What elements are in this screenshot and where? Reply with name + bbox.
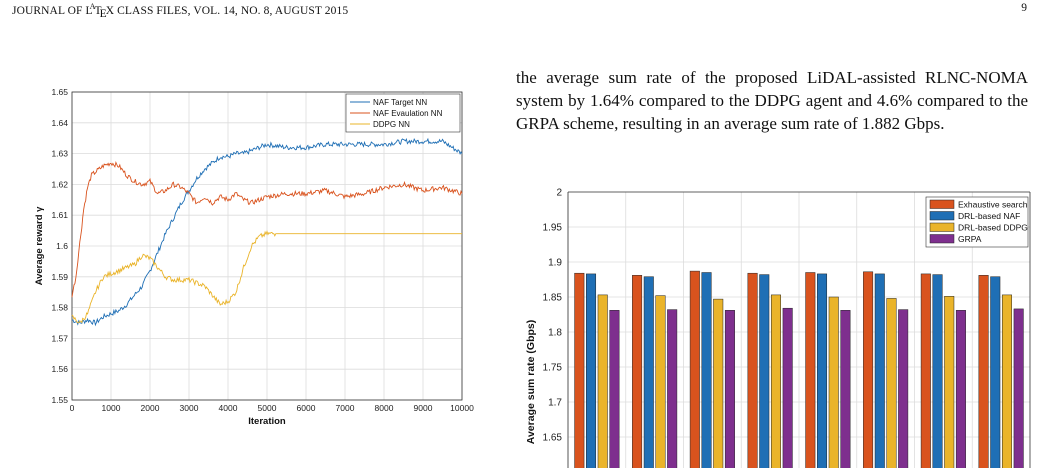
y-tick-label: 1.9	[548, 258, 562, 269]
x-tick-label: 8000	[375, 403, 394, 413]
bar	[875, 274, 885, 468]
bar	[829, 297, 839, 468]
x-axis-label: Iteration	[248, 416, 286, 427]
y-tick-label: 1.58	[51, 303, 68, 313]
y-tick-label: 1.55	[51, 395, 68, 405]
body-paragraph: the average sum rate of the proposed LiD…	[516, 66, 1028, 135]
y-tick-label: 1.65	[543, 433, 563, 444]
y-tick-label: 1.65	[51, 88, 68, 97]
y-tick-label: 2	[556, 188, 562, 199]
y-tick-label: 1.63	[51, 149, 68, 159]
bar	[921, 274, 931, 468]
bar	[713, 299, 723, 468]
x-tick-label: 7000	[336, 403, 355, 413]
y-tick-label: 1.62	[51, 179, 68, 189]
legend-label: NAF Target NN	[373, 98, 427, 107]
legend-label: GRPA	[958, 234, 982, 244]
y-tick-label: 1.75	[543, 363, 563, 374]
x-tick-label: 0	[70, 403, 75, 413]
bar	[979, 275, 989, 468]
bar	[610, 310, 620, 468]
reward-line-chart: 0 1000 2000 3000 4000 5000 6000 7000 8000 9000 100…	[10, 88, 510, 428]
y-tick-label: 1.56	[51, 364, 68, 374]
bar	[933, 275, 943, 468]
x-tick-label: 6000	[297, 403, 316, 413]
legend-swatch	[930, 212, 954, 221]
bar	[1002, 295, 1012, 468]
legend-swatch	[930, 235, 954, 244]
legend-label: DRL-based NAF	[958, 211, 1020, 221]
y-tick-label: 1.6	[56, 241, 68, 251]
y-axis-label: Average sum rate (Gbps)	[525, 320, 537, 444]
bar	[863, 272, 873, 468]
x-tick-label: 2000	[141, 403, 160, 413]
bar	[760, 275, 770, 468]
line-chart-grid	[72, 92, 462, 400]
latex-logo: LATEX	[86, 5, 115, 17]
y-tick-label: 1.64	[51, 118, 68, 128]
y-tick-label: 1.95	[543, 223, 563, 234]
bar	[817, 274, 827, 468]
journal-prefix: JOURNAL OF	[12, 5, 86, 17]
bar	[944, 296, 954, 468]
bar	[575, 273, 585, 468]
legend-label: NAF Evaulation NN	[373, 109, 443, 118]
bar	[667, 310, 677, 468]
bar	[748, 273, 758, 468]
y-tick-label: 1.59	[51, 272, 68, 282]
bar	[841, 310, 851, 468]
line-chart-legend: NAF Target NN NAF Evaulation NN DDPG NN	[346, 94, 460, 132]
legend-label: DRL-based DDPG	[958, 223, 1028, 233]
bar	[1014, 309, 1024, 468]
running-header: JOURNAL OF LATEX CLASS FILES, VOL. 14, N…	[12, 2, 348, 20]
bar	[898, 310, 908, 468]
journal-suffix: CLASS FILES, VOL. 14, NO. 8, AUGUST 2015	[114, 5, 348, 17]
x-tick-label: 5000	[258, 403, 277, 413]
y-tick-label: 1.7	[548, 398, 562, 409]
page-number: 9	[1021, 2, 1027, 14]
x-tick-label: 9000	[414, 403, 433, 413]
y-tick-label: 1.57	[51, 333, 68, 343]
legend-swatch	[930, 200, 954, 209]
bar	[887, 298, 897, 468]
bar	[690, 271, 700, 468]
legend-label: DDPG NN	[373, 120, 410, 129]
y-tick-label: 1.61	[51, 210, 68, 220]
bar	[725, 310, 735, 468]
legend-label: Exhaustive search	[958, 200, 1028, 210]
bar	[598, 295, 608, 468]
bar	[586, 274, 596, 468]
bar	[702, 273, 712, 468]
bar	[632, 275, 642, 468]
x-tick-label: 4000	[219, 403, 238, 413]
bar	[806, 273, 816, 468]
bar	[656, 296, 666, 468]
x-tick-label: 10000	[450, 403, 474, 413]
x-tick-label: 1000	[102, 403, 121, 413]
bar	[644, 277, 654, 468]
bar	[956, 310, 966, 468]
bar	[783, 308, 793, 468]
y-tick-label: 1.85	[543, 293, 563, 304]
sum-rate-bar-chart: 1.65 1.7 1.75 1.8 1.85 1.9 1.95 2 Average sum ra…	[516, 186, 1036, 468]
bar	[991, 277, 1001, 468]
x-tick-label: 3000	[180, 403, 199, 413]
bar	[771, 295, 781, 468]
y-tick-label: 1.8	[548, 328, 562, 339]
legend-swatch	[930, 223, 954, 232]
y-axis-label: Average reward γ	[34, 206, 45, 286]
